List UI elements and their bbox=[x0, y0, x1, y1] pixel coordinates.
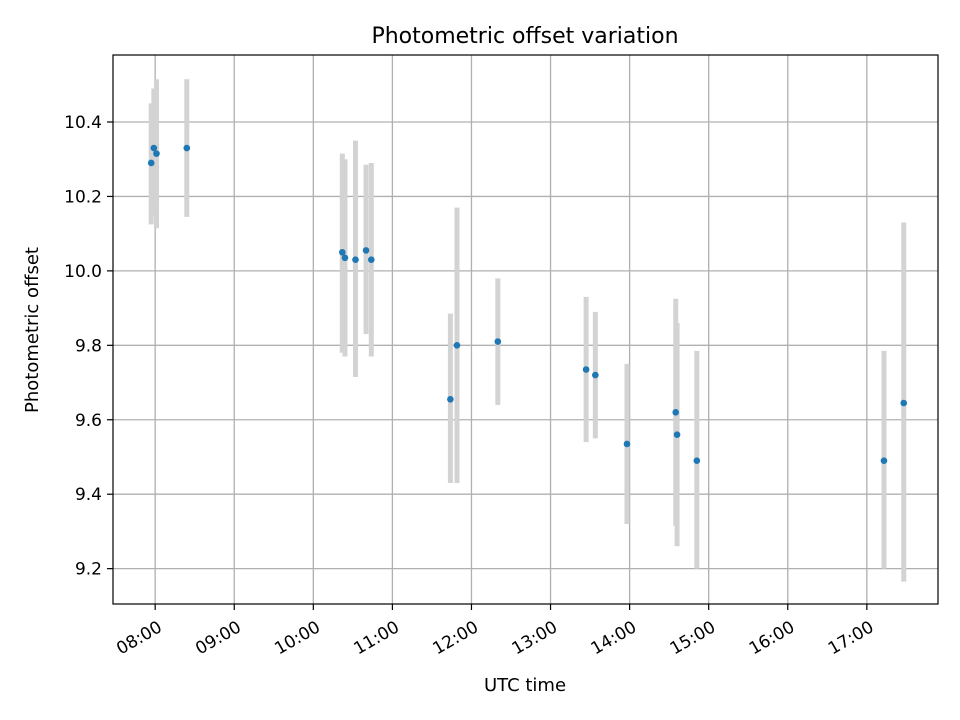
data-point bbox=[147, 159, 155, 167]
data-point bbox=[494, 338, 502, 345]
data-point bbox=[693, 457, 701, 465]
y-tick-label: 9.2 bbox=[75, 560, 102, 580]
y-tick-label: 9.8 bbox=[75, 336, 102, 356]
data-point bbox=[183, 144, 191, 152]
data-points bbox=[147, 144, 908, 465]
y-axis-label: Photometric offset bbox=[22, 247, 43, 413]
data-point bbox=[453, 342, 461, 349]
y-tick-label: 9.6 bbox=[75, 411, 102, 431]
data-point bbox=[153, 150, 160, 157]
data-point bbox=[368, 256, 375, 264]
x-axis-label: UTC time bbox=[484, 675, 566, 696]
grid bbox=[113, 55, 938, 604]
data-point bbox=[150, 144, 158, 152]
data-point bbox=[582, 366, 590, 373]
data-point bbox=[623, 440, 631, 448]
data-point bbox=[673, 431, 681, 438]
data-point bbox=[672, 409, 680, 416]
data-point bbox=[341, 254, 349, 262]
y-tick-label: 10.0 bbox=[64, 262, 102, 282]
data-point bbox=[362, 247, 370, 254]
data-point bbox=[339, 248, 346, 256]
chart-title: Photometric offset variation bbox=[371, 24, 678, 49]
y-tick-label: 10.2 bbox=[64, 187, 102, 207]
data-point bbox=[900, 399, 908, 407]
data-point bbox=[880, 457, 888, 465]
data-point bbox=[352, 256, 359, 264]
y-tick-label: 9.4 bbox=[75, 485, 102, 505]
data-point bbox=[447, 395, 454, 403]
data-point bbox=[592, 371, 599, 379]
y-tick-label: 10.4 bbox=[64, 113, 102, 133]
plot-frame bbox=[112, 54, 939, 605]
